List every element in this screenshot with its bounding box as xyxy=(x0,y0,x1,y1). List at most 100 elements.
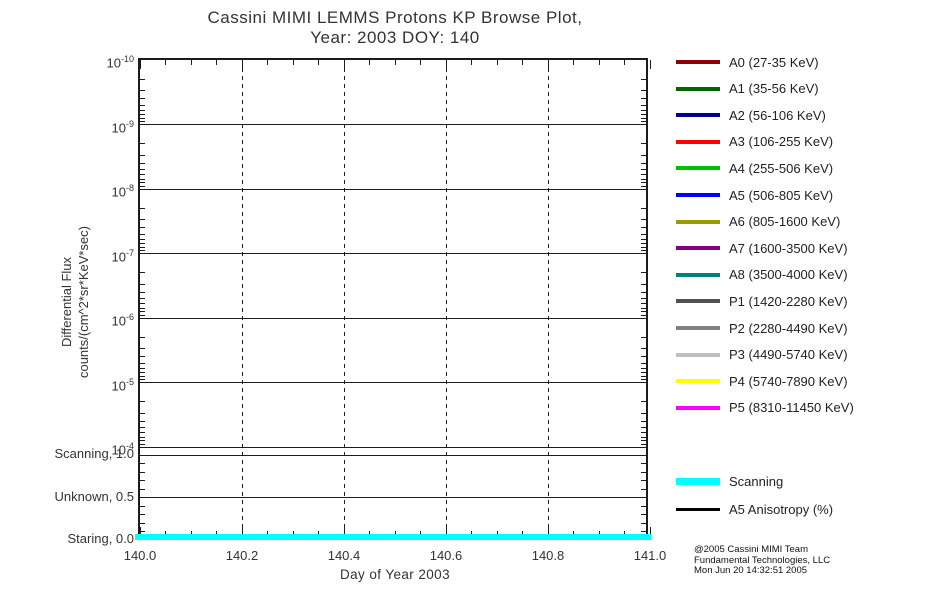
x-minor-tick xyxy=(394,531,396,536)
mode-minor-tick xyxy=(140,531,145,532)
x-major-tick xyxy=(445,60,447,69)
y-minor-tick xyxy=(140,401,145,403)
gridline-v-dashed xyxy=(241,60,243,536)
y-minor-tick xyxy=(641,219,646,221)
x-minor-tick xyxy=(292,60,294,65)
legend-line-swatch xyxy=(676,193,720,197)
x-minor-tick xyxy=(394,60,396,65)
legend-item: A8 (3500-4000 KeV) xyxy=(676,267,848,283)
x-minor-tick xyxy=(496,531,498,536)
mode-minor-tick xyxy=(641,480,646,481)
legend-item: P5 (8310-11450 KeV) xyxy=(676,400,854,416)
legend-item: A1 (35-56 KeV) xyxy=(676,81,819,97)
plot-area xyxy=(135,58,651,540)
gridline-v-dashed xyxy=(343,60,345,536)
y-minor-tick xyxy=(641,362,646,364)
y-minor-tick xyxy=(641,298,646,300)
y-minor-tick xyxy=(140,356,145,358)
y-minor-tick xyxy=(140,427,145,429)
mode-gridline-h xyxy=(140,454,646,456)
x-tick-label: 140.8 xyxy=(531,548,565,563)
y-minor-tick xyxy=(641,154,646,156)
y-tick-label: 10-5 xyxy=(111,376,134,393)
credit-line2: Fundamental Technologies, LLC xyxy=(694,554,831,566)
x-tick-label: 140.6 xyxy=(429,548,463,563)
y-minor-tick xyxy=(641,238,646,240)
mode-legend-item-label: Scanning xyxy=(729,473,784,489)
x-minor-tick xyxy=(624,531,625,536)
x-major-tick xyxy=(445,527,447,536)
legend-line-swatch xyxy=(676,86,720,91)
x-tick-label: 140.2 xyxy=(225,548,259,563)
x-minor-tick xyxy=(369,60,370,65)
y-minor-tick xyxy=(641,207,646,209)
legend-line-swatch xyxy=(676,507,720,511)
legend-item: P2 (2280-4490 KeV) xyxy=(676,320,848,336)
x-tick-label: 140.4 xyxy=(327,548,361,563)
y-minor-tick xyxy=(140,379,145,381)
y-minor-tick xyxy=(641,246,646,248)
legend-line-swatch xyxy=(676,379,720,384)
legend-item: P1 (1420-2280 KeV) xyxy=(676,293,848,309)
x-minor-tick xyxy=(190,60,192,65)
y-minor-tick xyxy=(140,121,145,123)
y-tick-label: 10-6 xyxy=(111,312,134,329)
legend-line-swatch xyxy=(676,299,720,304)
legend: A0 (27-35 KeV) A1 (35-56 KeV) A2 (56-106 K… xyxy=(676,54,948,434)
y-minor-tick xyxy=(641,356,646,358)
mode-minor-tick xyxy=(140,488,145,490)
legend-item-label: A8 (3500-4000 KeV) xyxy=(729,267,848,283)
y-minor-tick xyxy=(641,143,646,145)
legend-line-swatch xyxy=(676,246,720,251)
x-major-tick xyxy=(241,60,243,69)
y-minor-tick xyxy=(641,169,646,171)
y-minor-tick xyxy=(140,143,145,145)
x-tick-label: 141.0 xyxy=(633,548,667,563)
y-minor-tick xyxy=(140,238,145,240)
legend-item: A6 (805-1600 KeV) xyxy=(676,214,840,230)
legend-item-label: A1 (35-56 KeV) xyxy=(729,81,819,97)
legend-item: P4 (5740-7890 KeV) xyxy=(676,373,848,389)
y-minor-tick xyxy=(641,375,646,377)
y-minor-tick xyxy=(140,90,145,92)
legend-item: A7 (1600-3500 KeV) xyxy=(676,240,848,256)
y-minor-tick xyxy=(641,182,646,184)
y-minor-tick xyxy=(140,291,145,293)
legend-line-swatch xyxy=(676,405,720,410)
legend-item-label: P2 (2280-4490 KeV) xyxy=(729,320,848,336)
y-minor-tick xyxy=(641,114,646,115)
mode-tick-label: Staring, 0.0 xyxy=(67,531,135,546)
y-minor-tick xyxy=(641,348,646,350)
legend-item-label: P1 (1420-2280 KeV) xyxy=(729,293,848,309)
mode-minor-tick xyxy=(641,531,646,532)
x-minor-tick xyxy=(318,531,319,536)
mode-tick-label: Unknown, 0.5 xyxy=(54,488,135,504)
legend-line-swatch xyxy=(676,113,720,118)
mode-legend-item: Scanning xyxy=(676,473,783,489)
x-major-tick xyxy=(547,60,549,69)
mode-minor-tick xyxy=(641,505,646,507)
y-minor-tick xyxy=(140,109,145,111)
y-minor-tick xyxy=(641,379,646,381)
y-minor-tick xyxy=(641,233,646,235)
y-minor-tick xyxy=(140,207,145,209)
x-minor-tick xyxy=(573,60,574,65)
flux-gridline-h xyxy=(140,253,646,254)
y-minor-tick xyxy=(641,401,646,403)
y-minor-tick xyxy=(641,412,646,414)
y-minor-tick xyxy=(140,169,145,171)
y-minor-tick xyxy=(140,219,145,221)
legend-line-swatch xyxy=(676,352,720,357)
plot-title: Cassini MIMI LEMMS Protons KP Browse Plo… xyxy=(140,8,650,48)
y-minor-tick xyxy=(641,432,646,434)
legend-line-swatch xyxy=(676,272,720,277)
y-minor-tick xyxy=(140,227,145,229)
y-minor-tick xyxy=(641,440,646,442)
y-minor-tick xyxy=(140,336,145,338)
y-minor-tick xyxy=(641,303,646,305)
y-minor-tick xyxy=(140,78,145,80)
y-minor-tick xyxy=(140,311,145,313)
x-axis-label: Day of Year 2003 xyxy=(340,567,450,582)
credit-line1: @2005 Cassini MIMI Team xyxy=(694,544,809,555)
y-minor-tick xyxy=(641,90,646,92)
